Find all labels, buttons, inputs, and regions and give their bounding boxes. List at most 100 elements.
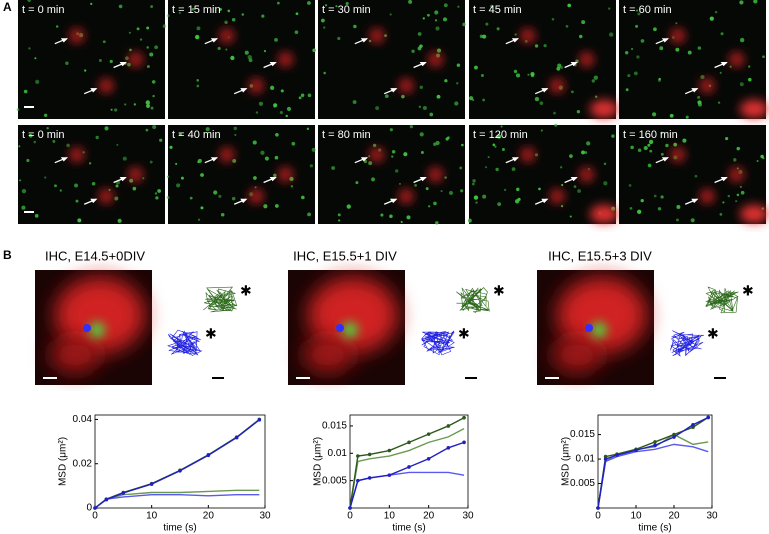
green-spot [176,183,181,188]
msd-point [407,465,411,469]
green-spot [230,55,235,61]
green-spot [244,50,249,55]
red-cell [579,167,594,182]
x-axis-label: time (s) [163,523,196,534]
green-spot [551,17,555,21]
msd-point [234,435,239,440]
trajectory-marker: ✱ [458,326,470,342]
green-spot [273,103,278,108]
y-tick-label: 0.005 [322,475,347,486]
green-spot [307,212,311,217]
red-cell [249,189,264,204]
green-spot [306,127,310,130]
green-spot [34,57,37,60]
green-spot [576,109,581,114]
green-spot [475,201,478,204]
green-spot [660,131,664,135]
green-spot [500,125,503,128]
green-spot [472,182,475,186]
green-spot [189,196,193,200]
green-spot [753,0,758,4]
green-spot [166,175,170,178]
green-spot [556,66,561,71]
green-spot [720,32,724,36]
arrowhead [210,157,219,162]
green-spot [428,205,431,208]
green-spot [496,134,502,139]
msd-point [178,469,182,473]
green-spot [569,215,572,218]
green-spot [482,34,487,39]
green-spot [285,114,288,118]
msd-point [634,448,638,453]
green-spot [152,94,155,98]
green-spot [484,166,488,169]
green-spot [676,204,681,209]
red-cell [128,167,143,182]
green-spot [157,189,162,193]
red-cell [308,277,398,353]
image-background [469,0,616,119]
red-cell [740,205,768,223]
x-tick-label: 0 [595,511,601,522]
green-spot [275,132,279,137]
msd-line [597,443,709,509]
msd-point [426,456,431,461]
green-spot [403,152,408,157]
msd-line [597,416,709,509]
msd-point [257,418,262,422]
green-spot [353,24,357,29]
red-cell [303,337,353,373]
y-tick-label: 0.04 [73,414,93,425]
green-spot [375,106,380,111]
y-tick-label: 0.01 [328,448,348,459]
green-spot [261,14,265,18]
red-cell [249,78,264,93]
green-spot [46,127,49,130]
red-cell [670,28,685,43]
green-spot [637,148,642,153]
msd-line [349,428,465,509]
green-spot [128,31,131,34]
green-spot [109,59,113,64]
green-spot [762,55,765,59]
green-spot [534,44,539,48]
green-spot [95,135,99,140]
green-spot [26,158,30,163]
msd-point [653,440,657,444]
time-label: t = 15 min [172,4,221,16]
green-spot [260,150,265,155]
arrowhead [541,198,549,204]
green-spot [736,146,740,151]
msd-line [94,419,260,509]
time-label: t = 0 min [22,129,65,141]
plot-frame [597,414,713,509]
micrograph: t = 120 min [467,123,618,224]
green-spot [368,161,373,166]
x-axis-label: time (s) [638,523,671,534]
green-spot [581,20,586,25]
green-spot [150,106,154,110]
green-spot [124,103,127,106]
green-spot [586,141,591,146]
trajectory [456,287,491,313]
msd-point [121,491,126,495]
green-spot [114,108,118,112]
green-spot [538,187,541,191]
y-tick-label: 0.015 [322,421,347,432]
green-spot [324,4,328,7]
green-spot [733,158,737,162]
x-tick-label: 20 [423,511,435,522]
green-spot [145,103,151,109]
micrograph: t = 30 min [318,0,466,119]
panel-title: IHC, E15.5+1 DIV [293,248,397,263]
arrowhead [60,38,69,43]
green-spot [434,19,438,22]
green-spot [611,134,615,138]
green-spot [635,9,639,12]
arrowhead [419,62,427,67]
red-cell [219,147,234,162]
green-spot [444,79,448,83]
green-spot [74,183,79,188]
green-spot [54,184,57,188]
